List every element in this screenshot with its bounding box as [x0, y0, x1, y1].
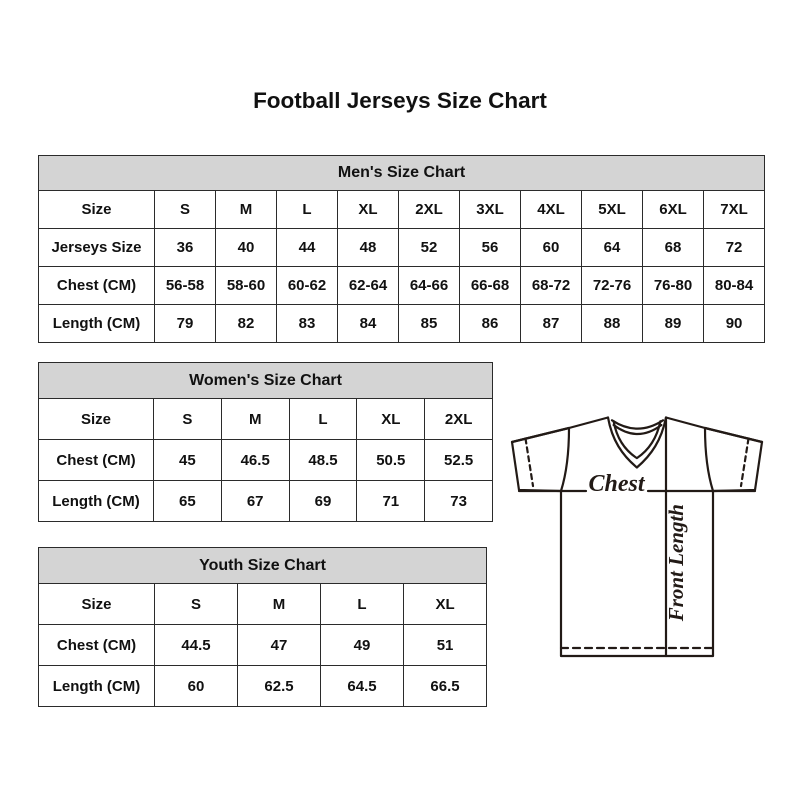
svg-text:Front Length: Front Length [664, 504, 688, 622]
svg-text:Chest: Chest [589, 471, 646, 497]
